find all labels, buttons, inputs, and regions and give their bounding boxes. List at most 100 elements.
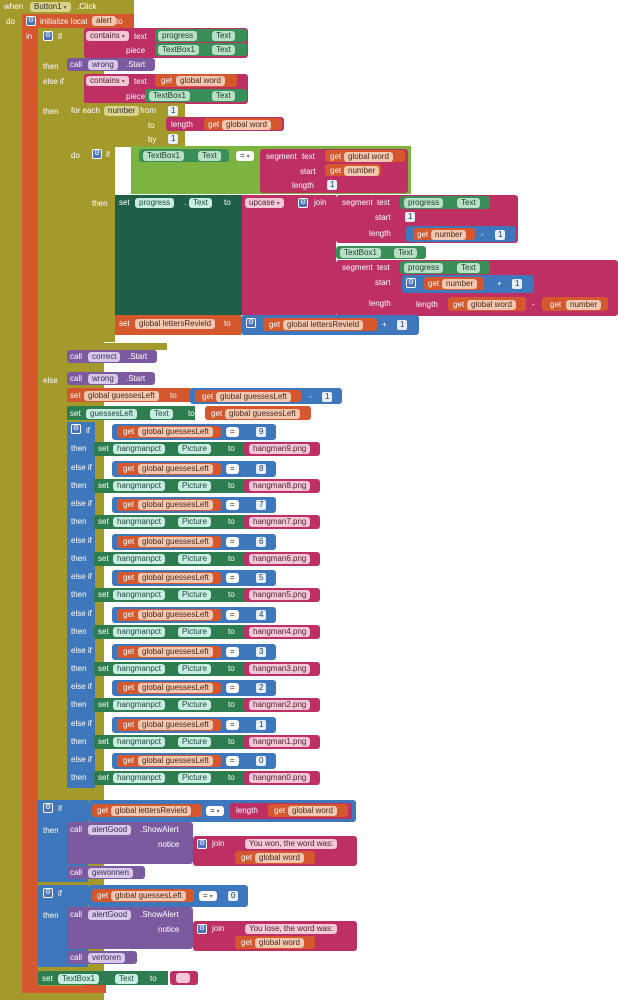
global-guessesleft-row-6[interactable]: global guessesLeft xyxy=(138,647,213,657)
mutator-gear-icon[interactable]: ⚙ xyxy=(26,16,36,26)
picture-prop-row-8[interactable]: Picture xyxy=(178,737,211,747)
eq-op-row-9[interactable]: = xyxy=(226,756,239,766)
plus-gear-icon-2[interactable]: ⚙ xyxy=(246,318,256,328)
hangmanpct-row-0[interactable]: hangmanpct xyxy=(113,444,166,454)
join-gear-icon-1[interactable]: ⚙ xyxy=(298,198,308,208)
text-prop-3[interactable]: Text xyxy=(212,91,235,101)
plus-value-2[interactable]: 1 xyxy=(397,320,408,330)
gewonnen-comp[interactable]: gewonnen xyxy=(88,868,133,878)
row-value-5[interactable]: 4 xyxy=(256,610,267,620)
global-word-var-6[interactable]: global word xyxy=(255,853,304,863)
minus-value-1[interactable]: 1 xyxy=(495,230,506,240)
hangman-if-gear-icon[interactable]: ⚙ xyxy=(71,424,81,434)
hangman-if-chain[interactable] xyxy=(67,422,95,788)
text-prop-6[interactable]: Text xyxy=(457,198,480,208)
hangmanpct-row-3[interactable]: hangmanpct xyxy=(113,554,166,564)
image-string-3[interactable]: hangman6.png xyxy=(249,554,311,564)
eq-op-row-4[interactable]: = xyxy=(226,573,239,583)
wrong-comp-2[interactable]: wrong xyxy=(88,374,118,384)
global-guessesleft-row-5[interactable]: global guessesLeft xyxy=(138,610,213,620)
progress-comp-3[interactable]: progress xyxy=(404,198,444,208)
lose-string[interactable]: You lose, the word was: xyxy=(245,924,338,934)
global-lettersrevield-var-1[interactable]: global lettersRevield xyxy=(135,319,216,329)
join-gear-icon-3[interactable]: ⚙ xyxy=(197,924,207,934)
progress-comp-4[interactable]: progress xyxy=(404,263,444,273)
picture-prop-row-6[interactable]: Picture xyxy=(178,664,211,674)
row-value-0[interactable]: 9 xyxy=(256,427,267,437)
segment-start-value-2[interactable]: 1 xyxy=(405,212,416,222)
global-word-var-5[interactable]: global word xyxy=(288,806,337,816)
compare-op-eq[interactable]: = ▾ xyxy=(236,151,254,161)
from-value[interactable]: 1 xyxy=(168,106,179,116)
row-value-7[interactable]: 2 xyxy=(256,683,267,693)
progress-comp-2[interactable]: progress xyxy=(135,198,175,208)
image-string-4[interactable]: hangman5.png xyxy=(249,590,311,600)
text-prop-2[interactable]: Text xyxy=(212,45,235,55)
plus-value-1[interactable]: 1 xyxy=(512,279,523,289)
contains-dropdown-2[interactable]: contains ▾ xyxy=(86,76,129,86)
textbox1-comp-1[interactable]: TextBox1 xyxy=(158,45,199,55)
text-prop-10[interactable]: Text xyxy=(115,974,138,984)
image-string-1[interactable]: hangman8.png xyxy=(249,481,311,491)
picture-prop-row-0[interactable]: Picture xyxy=(178,444,211,454)
global-guessesleft-row-7[interactable]: global guessesLeft xyxy=(138,683,213,693)
image-string-6[interactable]: hangman3.png xyxy=(249,664,311,674)
eq-op-row-1[interactable]: = xyxy=(226,464,239,474)
textbox1-comp-3[interactable]: TextBox1 xyxy=(143,151,184,161)
hangmanpct-row-5[interactable]: hangmanpct xyxy=(113,627,166,637)
plus-gear-icon-1[interactable]: ⚙ xyxy=(406,278,416,288)
text-prop-9[interactable]: Text xyxy=(150,409,173,419)
image-string-2[interactable]: hangman7.png xyxy=(249,517,311,527)
global-guessesleft-row-1[interactable]: global guessesLeft xyxy=(138,464,213,474)
minus-value-3[interactable]: 1 xyxy=(322,392,333,402)
upcase-dropdown[interactable]: upcase ▾ xyxy=(245,198,284,208)
image-string-0[interactable]: hangman9.png xyxy=(249,444,311,454)
set-progress-text-block[interactable] xyxy=(115,195,243,315)
button1-dropdown[interactable]: Button1 ▾ xyxy=(30,2,71,12)
guessesleft-comp[interactable]: guessesLeft xyxy=(86,409,138,419)
segment-length-value-1[interactable]: 1 xyxy=(327,180,338,190)
hangmanpct-row-8[interactable]: hangmanpct xyxy=(113,737,166,747)
alertgood-comp-1[interactable]: alertGood xyxy=(88,825,132,835)
global-word-var-4[interactable]: global word xyxy=(467,300,516,310)
join-gear-icon-2[interactable]: ⚙ xyxy=(197,839,207,849)
number-var-1[interactable]: number xyxy=(344,166,380,176)
inner-if-gear-icon[interactable]: ⚙ xyxy=(92,149,102,159)
text-prop-5[interactable]: Text xyxy=(189,198,212,208)
loop-var-number[interactable]: number xyxy=(104,106,140,116)
lose-zero-value[interactable]: 0 xyxy=(228,891,239,901)
hangmanpct-row-7[interactable]: hangmanpct xyxy=(113,700,166,710)
empty-string[interactable] xyxy=(176,973,190,983)
row-value-1[interactable]: 8 xyxy=(256,464,267,474)
global-word-var-2[interactable]: global word xyxy=(222,120,271,130)
global-guessesleft-row-2[interactable]: global guessesLeft xyxy=(138,500,213,510)
text-prop-4[interactable]: Text xyxy=(198,151,221,161)
eq-op-row-2[interactable]: = xyxy=(226,500,239,510)
row-value-6[interactable]: 3 xyxy=(256,647,267,657)
won-eq-op[interactable]: = ▾ xyxy=(206,806,224,816)
global-lettersrevield-var-3[interactable]: global lettersRevield xyxy=(111,806,192,816)
hangmanpct-row-1[interactable]: hangmanpct xyxy=(113,481,166,491)
local-var-name[interactable]: alert xyxy=(92,16,116,26)
if-gear-icon[interactable]: ⚙ xyxy=(43,31,53,41)
image-string-8[interactable]: hangman1.png xyxy=(249,737,311,747)
row-value-8[interactable]: 1 xyxy=(256,720,267,730)
textbox1-comp-5[interactable]: TextBox1 xyxy=(58,974,99,984)
textbox1-comp-4[interactable]: TextBox1 xyxy=(340,248,381,258)
global-guessesleft-var-3[interactable]: global guessesLeft xyxy=(225,409,300,419)
verloren-comp[interactable]: verloren xyxy=(88,953,125,963)
upcase-block[interactable] xyxy=(242,195,294,315)
won-if-gear-icon[interactable]: ⚙ xyxy=(43,803,53,813)
picture-prop-row-2[interactable]: Picture xyxy=(178,517,211,527)
picture-prop-row-3[interactable]: Picture xyxy=(178,554,211,564)
row-value-9[interactable]: 0 xyxy=(256,756,267,766)
hangmanpct-row-2[interactable]: hangmanpct xyxy=(113,517,166,527)
eq-op-row-7[interactable]: = xyxy=(226,683,239,693)
picture-prop-row-9[interactable]: Picture xyxy=(178,773,211,783)
inner-if-block[interactable] xyxy=(87,146,115,342)
row-value-4[interactable]: 5 xyxy=(256,573,267,583)
image-string-7[interactable]: hangman2.png xyxy=(249,700,311,710)
hangmanpct-row-6[interactable]: hangmanpct xyxy=(113,664,166,674)
global-guessesleft-var-1[interactable]: global guessesLeft xyxy=(84,391,159,401)
global-lettersrevield-var-2[interactable]: global lettersRevield xyxy=(283,320,364,330)
